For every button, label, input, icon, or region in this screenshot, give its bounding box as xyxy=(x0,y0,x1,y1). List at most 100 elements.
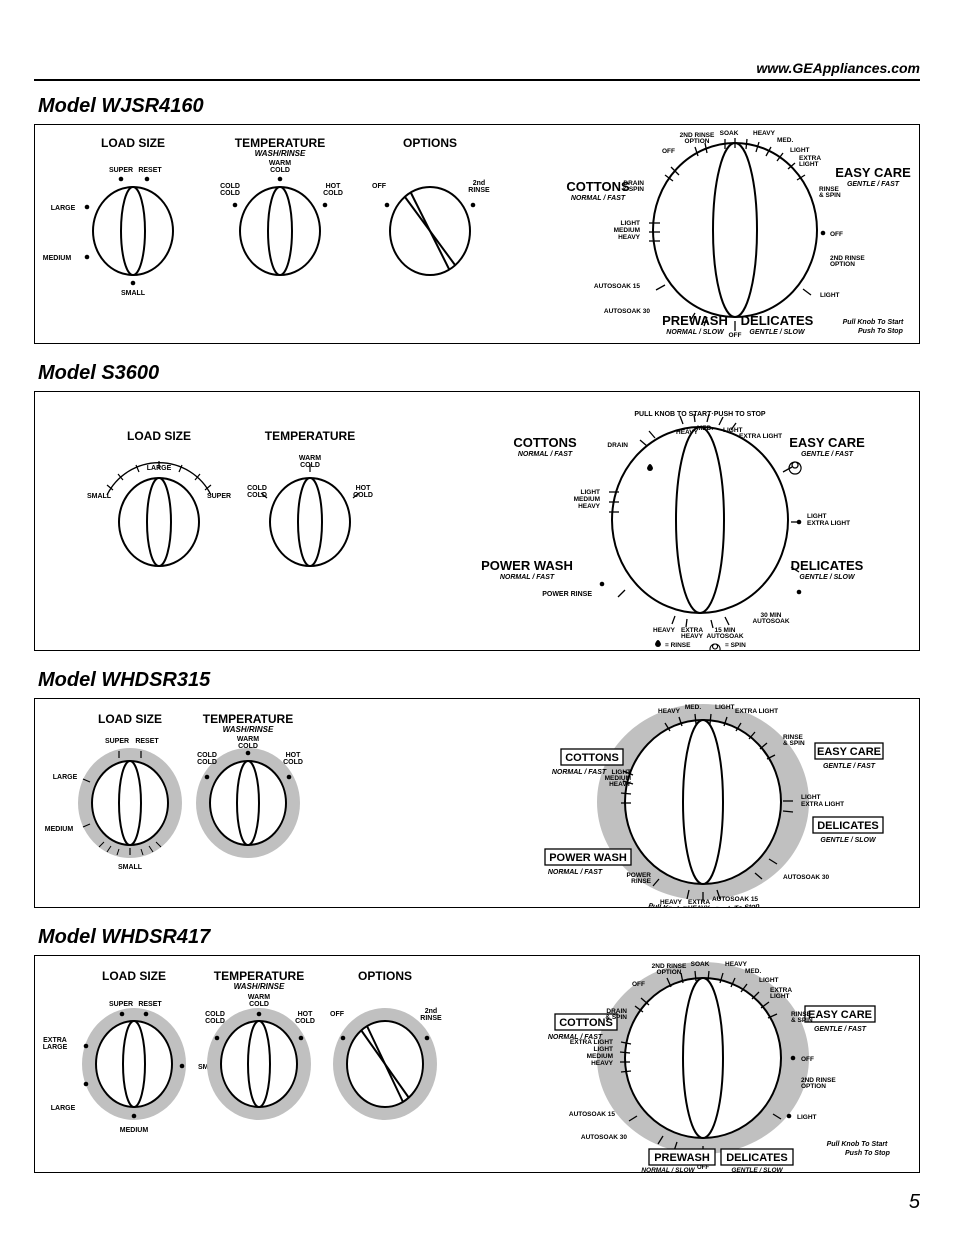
svg-text:LIGHT: LIGHT xyxy=(790,147,810,154)
svg-text:MED.: MED. xyxy=(697,425,713,432)
svg-text:HEAVY: HEAVY xyxy=(753,130,776,137)
model2-title: Model S3600 xyxy=(38,362,920,385)
svg-text:LOAD SIZE: LOAD SIZE xyxy=(102,969,166,983)
svg-text:COLDCOLD: COLDCOLD xyxy=(205,1011,225,1025)
svg-text:TEMPERATURE: TEMPERATURE xyxy=(265,429,355,443)
svg-text:HEAVY: HEAVY xyxy=(653,627,676,634)
svg-text:AUTOSOAK 30: AUTOSOAK 30 xyxy=(581,1134,627,1141)
svg-text:HOTCOLD: HOTCOLD xyxy=(283,752,303,766)
svg-text:PREWASH: PREWASH xyxy=(662,313,728,328)
svg-text:DELICATES: DELICATES xyxy=(726,1152,788,1164)
svg-text:WASH/RINSE: WASH/RINSE xyxy=(234,982,285,991)
svg-text:COLDCOLD: COLDCOLD xyxy=(247,485,267,499)
svg-text:LARGE: LARGE xyxy=(51,1105,76,1112)
svg-text:SOAK: SOAK xyxy=(691,961,710,968)
svg-text:Pull Knob To Start: Pull Knob To Start xyxy=(843,319,904,326)
cycle-dial: COTTONS NORMAL / FAST DRAIN& SPIN OFF 2N… xyxy=(566,130,911,339)
svg-text:COTTONS: COTTONS xyxy=(513,435,577,450)
temperature-knob: TEMPERATURE WASH/RINSE COLDCOLD WARMCOLD… xyxy=(220,136,343,275)
svg-text:HOTCOLD: HOTCOLD xyxy=(323,183,343,197)
svg-text:EXTRAHEAVY: EXTRAHEAVY xyxy=(681,627,704,640)
svg-text:NORMAL / SLOW: NORMAL / SLOW xyxy=(641,1167,695,1172)
svg-text:Pull Knob To Start: Pull Knob To Start xyxy=(827,1141,888,1148)
svg-text:SUPER: SUPER xyxy=(105,738,129,745)
svg-text:POWER RINSE: POWER RINSE xyxy=(542,591,592,598)
svg-text:RESET: RESET xyxy=(135,738,159,745)
svg-text:WARMCOLD: WARMCOLD xyxy=(269,160,291,174)
svg-text:WARMCOLD: WARMCOLD xyxy=(248,994,270,1008)
svg-text:LIGHT: LIGHT xyxy=(759,977,779,984)
svg-text:HEAVY: HEAVY xyxy=(676,429,699,436)
load-size-knob: LOAD SIZE SUPER RESET LARGE MEDIUM SMALL xyxy=(43,136,173,297)
svg-text:OPTIONS: OPTIONS xyxy=(403,136,457,150)
svg-text:LARGE: LARGE xyxy=(53,774,78,781)
load-size-knob: LOAD SIZE SUPER RESET EXTRALARGE LARGE M… xyxy=(43,969,223,1134)
svg-text:RESET: RESET xyxy=(138,1001,162,1008)
svg-text:= SPIN: = SPIN xyxy=(725,642,746,649)
svg-text:MEDIUM: MEDIUM xyxy=(45,826,74,833)
svg-text:EXTRA LIGHTLIGHTMEDIUMHEAVY: EXTRA LIGHTLIGHTMEDIUMHEAVY xyxy=(570,1039,614,1067)
svg-text:SUPER: SUPER xyxy=(109,1001,133,1008)
svg-text:OPTIONS: OPTIONS xyxy=(358,969,412,983)
svg-text:MEDIUM: MEDIUM xyxy=(43,255,72,262)
svg-text:15 MINAUTOSOAK: 15 MINAUTOSOAK xyxy=(706,627,743,640)
svg-text:NORMAL / FAST: NORMAL / FAST xyxy=(552,769,607,776)
svg-text:POWER WASH: POWER WASH xyxy=(481,558,573,573)
svg-text:DELICATES: DELICATES xyxy=(741,313,814,328)
svg-text:AUTOSOAK 15: AUTOSOAK 15 xyxy=(594,283,640,290)
svg-text:MED.: MED. xyxy=(777,137,793,144)
svg-text:OFF: OFF xyxy=(662,148,675,155)
svg-text:EASY CARE: EASY CARE xyxy=(789,435,865,450)
svg-text:NORMAL / FAST: NORMAL / FAST xyxy=(500,574,555,581)
svg-text:MED.: MED. xyxy=(745,968,761,975)
svg-text:HOTCOLD: HOTCOLD xyxy=(353,485,373,499)
svg-text:COLDCOLD: COLDCOLD xyxy=(220,183,240,197)
svg-text:TEMPERATURE: TEMPERATURE xyxy=(235,136,325,150)
svg-text:SMALL: SMALL xyxy=(121,290,146,297)
svg-text:2ND RINSEOPTION: 2ND RINSEOPTION xyxy=(801,1077,836,1090)
svg-text:NORMAL / FAST: NORMAL / FAST xyxy=(571,195,626,202)
cycle-dial: COTTONS NORMAL / FAST EASY CARE GENTLE /… xyxy=(545,704,883,907)
svg-text:EASY CARE: EASY CARE xyxy=(817,746,881,758)
svg-text:OFF: OFF xyxy=(697,1165,709,1171)
svg-text:OFF: OFF xyxy=(801,1056,814,1063)
temperature-knob: TEMPERATURE COLDCOLD WARMCOLD HOTCOLD xyxy=(247,429,373,566)
svg-text:OFF: OFF xyxy=(632,981,645,988)
svg-text:HOTCOLD: HOTCOLD xyxy=(295,1011,315,1025)
svg-text:PREWASH: PREWASH xyxy=(654,1152,710,1164)
svg-text:EXTRALIGHT: EXTRALIGHT xyxy=(799,155,821,168)
svg-text:Push To Stop: Push To Stop xyxy=(845,1150,891,1157)
svg-text:GENTLE / SLOW: GENTLE / SLOW xyxy=(820,837,877,844)
svg-text:LIGHT: LIGHT xyxy=(715,704,735,711)
svg-text:EASY CARE: EASY CARE xyxy=(835,165,911,180)
model4-title: Model WHDSR417 xyxy=(38,926,920,949)
svg-text:LIGHTMEDIUMHEAVY: LIGHTMEDIUMHEAVY xyxy=(574,489,601,510)
load-size-knob: LOAD SIZE SMALL LARGE SUPER xyxy=(87,429,231,566)
svg-text:30 MINAUTOSOAK: 30 MINAUTOSOAK xyxy=(752,612,789,625)
model3-title: Model WHDSR315 xyxy=(38,669,920,692)
svg-text:GENTLE / SLOW: GENTLE / SLOW xyxy=(731,1167,783,1172)
svg-text:MED.: MED. xyxy=(685,704,701,711)
model2-panel: LOAD SIZE SMALL LARGE SUPER TEMPERATURE … xyxy=(34,391,920,651)
svg-text:EXTRAHEAVY: EXTRAHEAVY xyxy=(688,899,711,907)
svg-text:OFF: OFF xyxy=(830,231,843,238)
svg-text:RESET: RESET xyxy=(138,167,162,174)
svg-text:AUTOSOAK 30: AUTOSOAK 30 xyxy=(604,308,650,315)
svg-text:OFF: OFF xyxy=(330,1011,345,1018)
svg-text:2ND RINSEOPTION: 2ND RINSEOPTION xyxy=(680,132,715,145)
svg-text:AUTOSOAK 30: AUTOSOAK 30 xyxy=(783,874,829,881)
svg-text:Push To Stop: Push To Stop xyxy=(858,328,904,335)
model1-panel: LOAD SIZE SUPER RESET LARGE MEDIUM SMALL… xyxy=(34,124,920,344)
svg-text:LOAD SIZE: LOAD SIZE xyxy=(98,712,162,726)
svg-text:SUPER: SUPER xyxy=(109,167,133,174)
svg-text:GENTLE / FAST: GENTLE / FAST xyxy=(801,451,854,458)
svg-text:HEAVY: HEAVY xyxy=(658,708,681,715)
svg-text:SOAK: SOAK xyxy=(720,130,739,137)
svg-text:COLDCOLD: COLDCOLD xyxy=(197,752,217,766)
svg-text:DRAIN& SPIN: DRAIN& SPIN xyxy=(622,180,644,193)
svg-text:EASY CARE: EASY CARE xyxy=(808,1009,872,1021)
model3-panel: LOAD SIZE SUPER RESET LARGE MEDIUM SMALL… xyxy=(34,698,920,908)
svg-text:EXTRALIGHT: EXTRALIGHT xyxy=(770,987,792,1000)
svg-text:GENTLE / FAST: GENTLE / FAST xyxy=(847,181,900,188)
svg-text:WASH/RINSE: WASH/RINSE xyxy=(255,149,306,158)
